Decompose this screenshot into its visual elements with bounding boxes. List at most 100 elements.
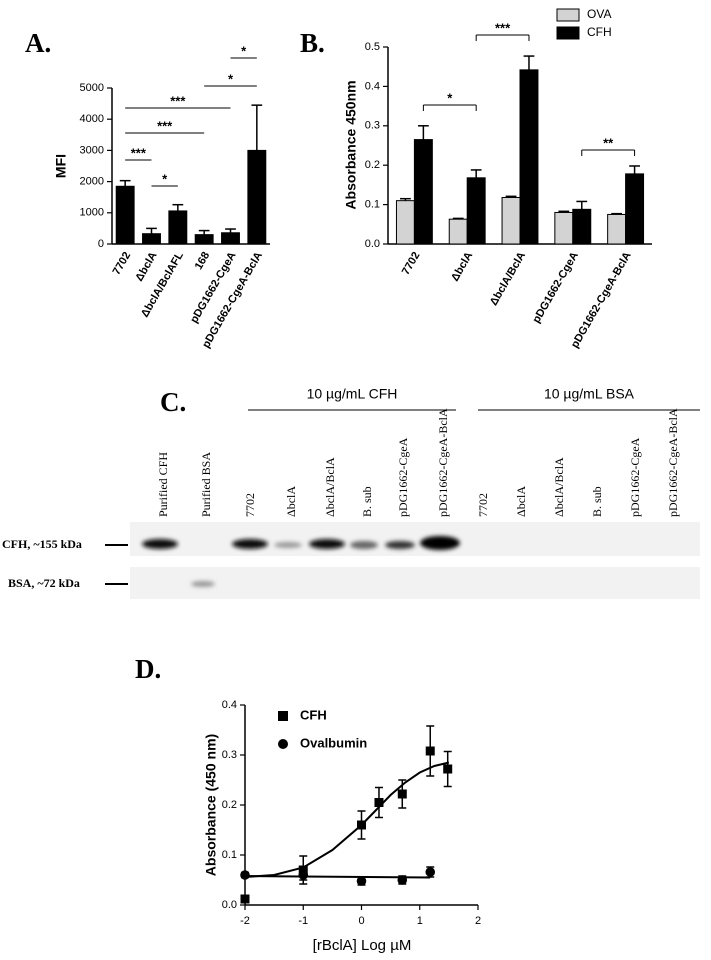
lane-label: ΔbclA/BclA	[552, 457, 566, 517]
bar	[142, 233, 161, 245]
x-tick-label: pDG1662-CgeA	[530, 250, 580, 325]
x-tick-label: -2	[240, 915, 250, 927]
x-axis-label: [rBclA] Log µM	[313, 937, 412, 954]
significance: *	[447, 90, 453, 105]
bar	[519, 69, 539, 245]
y-axis-label: MFI	[53, 154, 69, 178]
point	[425, 746, 435, 756]
legend-swatch	[556, 8, 580, 22]
point	[397, 875, 408, 885]
legend-label: CFH	[587, 25, 612, 39]
lane-label: ΔbclA	[514, 486, 528, 517]
y-axis-label: Absorbance 450nm	[343, 80, 359, 209]
bar	[221, 232, 240, 245]
fit-curve	[244, 761, 450, 878]
lane-label: 7702	[476, 493, 490, 517]
row-label: CFH, ~155 kDa	[2, 537, 82, 551]
x-tick-label: ΔbclA	[133, 250, 159, 284]
point	[356, 876, 367, 886]
lane-label: pDG1662-CgeA	[628, 437, 642, 517]
band	[274, 542, 302, 548]
y-tick-label: 2000	[80, 176, 104, 188]
y-tick-label: 0.0	[365, 238, 380, 250]
legend-label: CFH	[300, 707, 327, 722]
legend-swatch	[556, 26, 580, 40]
y-tick-label: 4000	[80, 113, 104, 125]
band	[191, 581, 215, 587]
significance: ***	[131, 145, 147, 160]
bar	[625, 173, 645, 245]
panel-letter: B.	[300, 28, 325, 58]
y-tick-label: 5000	[80, 82, 104, 94]
blot-strip	[130, 522, 700, 556]
x-tick-label: 2	[475, 915, 481, 927]
point	[240, 870, 250, 880]
panel-letter: C.	[160, 387, 186, 417]
point	[240, 894, 250, 904]
y-tick-label: 0.4	[222, 699, 237, 711]
significance: **	[603, 135, 614, 150]
bar	[194, 234, 214, 245]
panel-letter: A.	[25, 28, 51, 58]
band	[385, 541, 415, 549]
x-tick-label: pDG1662-CgeA-BclA	[569, 250, 634, 350]
point	[298, 870, 309, 880]
panel-letter: D.	[135, 654, 161, 684]
significance: *	[228, 71, 234, 86]
significance: *	[241, 43, 247, 58]
y-tick-label: 0.1	[365, 199, 380, 211]
significance: ***	[170, 93, 186, 108]
bar	[466, 177, 486, 245]
point	[443, 764, 453, 774]
lane-label: Purified CFH	[156, 452, 170, 517]
y-tick-label: 0.4	[365, 80, 380, 92]
x-tick-label: ΔbclA	[449, 250, 475, 284]
y-tick-label: 0.2	[365, 159, 380, 171]
y-axis-label: Absorbance (450 nm)	[203, 734, 219, 876]
lane-label: pDG1662-CgeA-BclA	[666, 408, 680, 517]
band	[232, 539, 268, 549]
x-tick-label: -1	[298, 915, 308, 927]
y-tick-label: 0.3	[222, 749, 237, 761]
x-tick-label: 7702	[400, 250, 423, 277]
y-tick-label: 0.3	[365, 120, 380, 132]
point	[397, 789, 407, 799]
x-tick-label: 1	[417, 915, 423, 927]
y-tick-label: 0.0	[222, 899, 237, 911]
lane-label: ΔbclA/BclA	[323, 457, 337, 517]
lane-label: Purified BSA	[199, 452, 213, 517]
lane-label: 7702	[243, 493, 257, 517]
y-tick-label: 3000	[80, 144, 104, 156]
group-header: 10 µg/mL BSA	[544, 386, 635, 402]
y-tick-label: 0.2	[222, 799, 237, 811]
bar	[395, 200, 415, 245]
lane-label: ΔbclA	[284, 486, 298, 517]
y-tick-label: 1000	[80, 207, 104, 219]
x-tick-label: ΔbclA/BclA	[488, 250, 528, 308]
y-tick-label: 0	[98, 238, 104, 250]
band	[142, 539, 178, 549]
group-header: 10 µg/mL CFH	[307, 386, 398, 402]
y-tick-label: 0.1	[222, 849, 237, 861]
row-label: BSA, ~72 kDa	[8, 576, 80, 590]
bar	[247, 149, 267, 245]
bar	[115, 185, 135, 245]
lane-label: pDG1662-CgeA	[396, 437, 410, 517]
significance: ***	[157, 118, 173, 133]
legend-marker	[278, 739, 288, 749]
legend-label: OVA	[587, 7, 611, 21]
x-tick-label: 7702	[111, 250, 134, 277]
band	[350, 541, 378, 549]
bar	[413, 139, 433, 245]
bar	[607, 213, 627, 245]
point	[425, 867, 436, 877]
legend-marker	[278, 711, 288, 721]
significance: *	[162, 171, 168, 186]
legend-label: Ovalbumin	[300, 735, 367, 750]
x-tick-label: 168	[193, 250, 213, 272]
bar	[448, 218, 468, 245]
lane-label: B. sub	[360, 486, 374, 517]
lane-label: pDG1662-CgeA-BclA	[436, 408, 450, 517]
y-tick-label: 0.5	[365, 41, 380, 53]
